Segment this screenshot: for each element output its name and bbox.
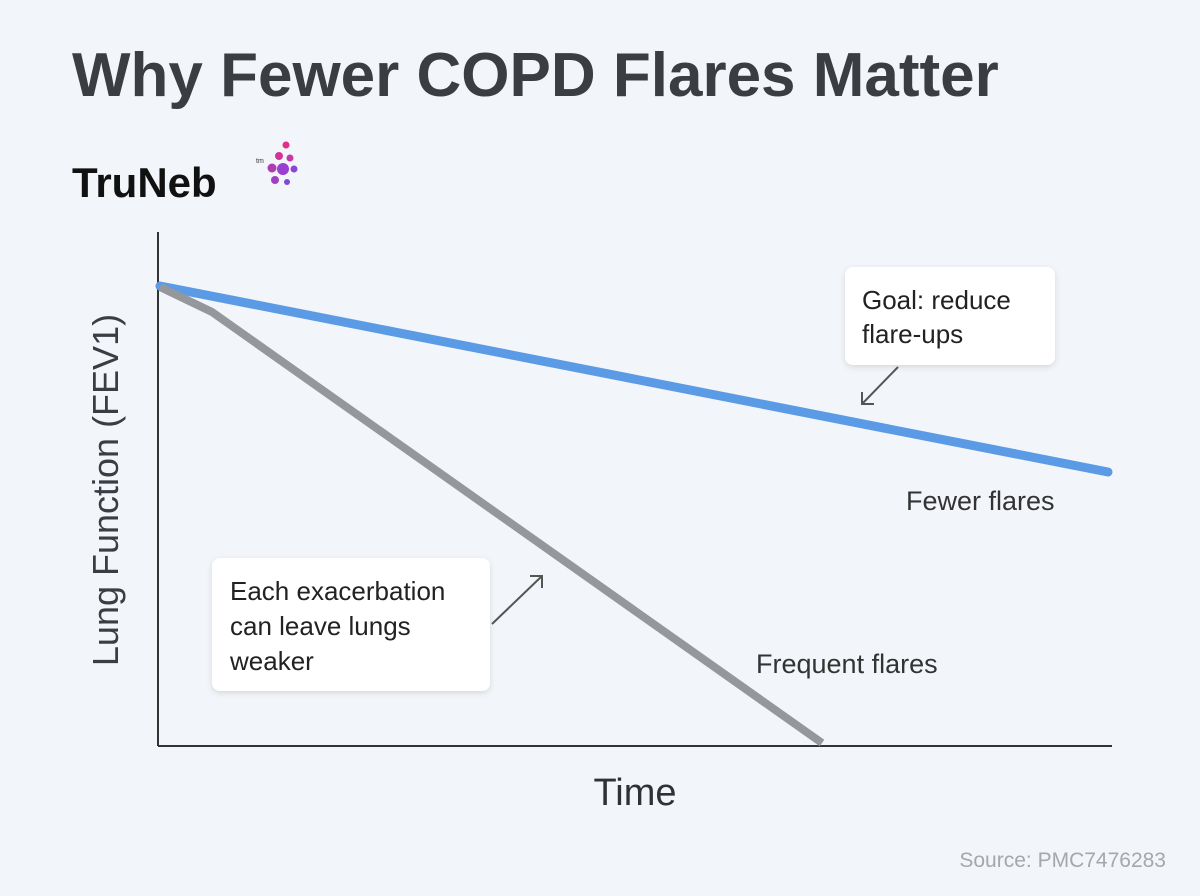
fewer-flares-line — [155, 281, 1113, 477]
logo-text: TruNeb — [72, 159, 217, 206]
frequent-flares-line — [158, 283, 825, 747]
annotation-box — [212, 558, 490, 691]
annotation-text: Goal: reduce — [862, 285, 1011, 315]
line-label: Fewer flares — [906, 486, 1055, 516]
annotation-text: Each exacerbation — [230, 576, 445, 606]
x-axis-label: Time — [593, 772, 676, 814]
logo-dots — [267, 141, 298, 185]
y-axis-label: Lung Function (FEV1) — [85, 314, 126, 666]
annotation-text: weaker — [229, 646, 314, 676]
title: Why Fewer COPD Flares Matter — [72, 41, 999, 110]
annotation-text: flare-ups — [862, 319, 963, 349]
line-label: Frequent flares — [756, 649, 938, 679]
annotation-arrow — [491, 575, 543, 625]
annotation-box — [845, 267, 1055, 365]
logo-tm: tm — [256, 158, 264, 165]
source: Source: PMC7476283 — [959, 849, 1166, 872]
annotation-arrow — [861, 366, 899, 405]
annotation-text: can leave lungs — [230, 611, 411, 641]
